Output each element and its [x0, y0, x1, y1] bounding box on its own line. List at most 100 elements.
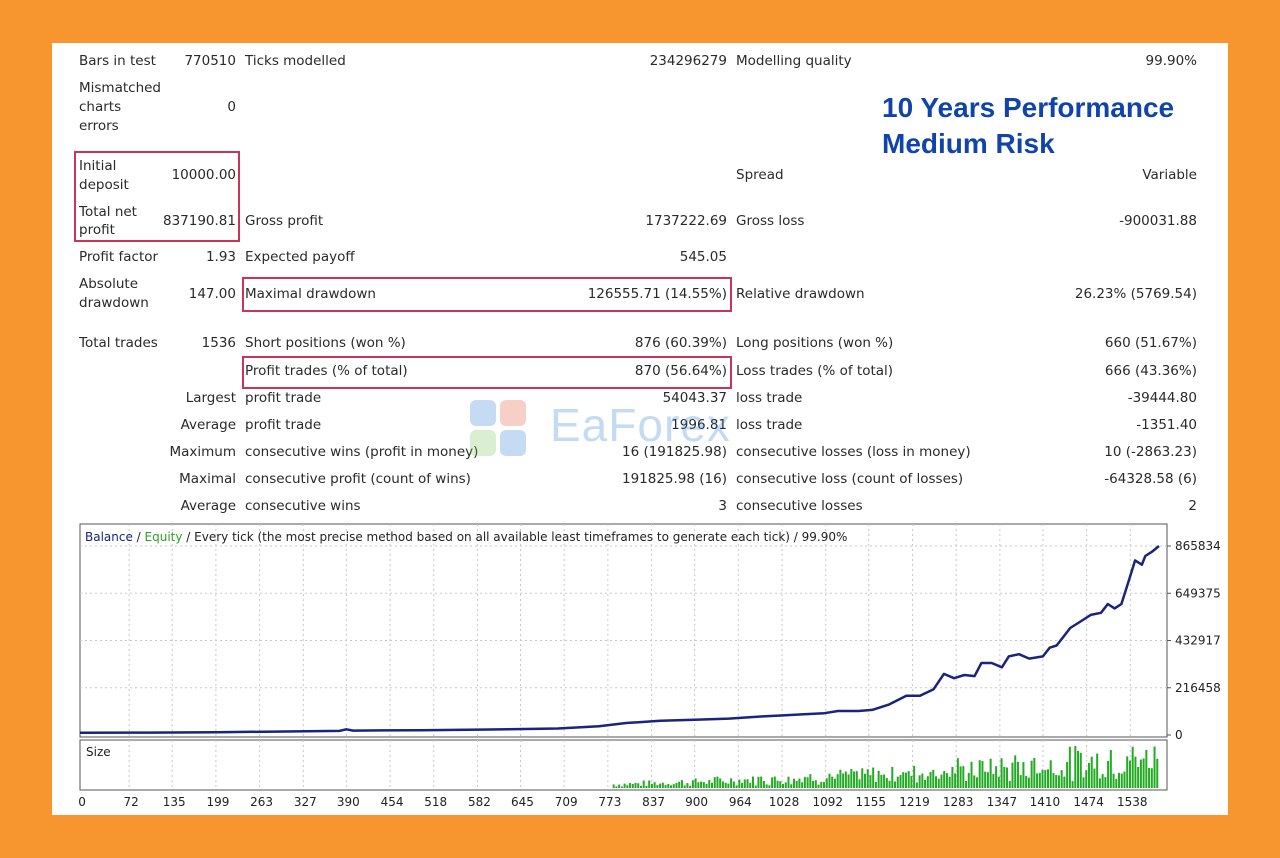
bars-in-test-label: Bars in test	[79, 53, 156, 69]
size-bar	[1049, 760, 1052, 788]
x-tick-label: 1155	[855, 795, 886, 809]
headline-line-2: Medium Risk	[882, 128, 1055, 159]
size-bar	[762, 781, 765, 788]
mismatched-label-2: charts	[79, 99, 122, 115]
size-bar	[1052, 773, 1055, 788]
performance-headline: 10 Years Performance Medium Risk	[882, 90, 1174, 162]
avg-consec-losses-value: 2	[1188, 498, 1197, 514]
short-positions-value: 876 (60.39%)	[634, 335, 727, 351]
x-tick-label: 645	[511, 795, 534, 809]
x-tick-label: 837	[642, 795, 665, 809]
size-bar	[1044, 770, 1047, 788]
size-bar	[861, 768, 864, 788]
balance-chart-svg: 0 72 135 199 263 327 390 454 518 582 645 709 773 837 9…	[78, 523, 1221, 809]
initial-deposit-label-1: Initial	[79, 158, 117, 174]
size-bar	[1093, 768, 1096, 788]
size-bar	[880, 774, 883, 788]
size-bar	[855, 771, 858, 788]
avg-consec-wins-label: consecutive wins	[245, 498, 361, 514]
size-bar	[700, 781, 703, 788]
size-bar	[779, 781, 782, 788]
size-bar	[888, 780, 891, 788]
max-drawdown-highlight-box	[242, 277, 732, 312]
average-loss-label: loss trade	[736, 417, 803, 433]
size-bar	[1071, 781, 1074, 788]
avg-consec-losses-label: consecutive losses	[736, 498, 863, 514]
size-bar	[790, 784, 793, 788]
size-bar	[678, 781, 681, 788]
headline-line-1: 10 Years Performance	[882, 92, 1175, 123]
maximal-drawdown-value: 126555.71 (14.55%)	[587, 286, 727, 302]
size-bar	[918, 775, 921, 788]
y-tick-label: 216458	[1175, 681, 1221, 695]
size-bar	[705, 783, 708, 788]
size-bar	[809, 774, 812, 788]
x-tick-label: 263	[250, 795, 273, 809]
average-label: Average	[180, 417, 236, 433]
size-bar	[869, 775, 872, 788]
maximum-label: Maximum	[169, 444, 236, 460]
x-tick-label: 1028	[769, 795, 800, 809]
size-bar	[924, 779, 927, 788]
size-bar	[1057, 775, 1060, 788]
balance-line	[79, 545, 1160, 735]
x-tick-label: 900	[685, 795, 708, 809]
legend-balance: Balance	[85, 530, 133, 544]
size-bar	[992, 773, 995, 788]
size-bar	[1134, 756, 1137, 788]
x-tick-label: 582	[468, 795, 491, 809]
size-bar	[814, 780, 817, 788]
x-tick-label: 327	[294, 795, 317, 809]
size-bar	[765, 784, 768, 788]
x-tick-label: 1092	[812, 795, 843, 809]
max-consec-losses-label: consecutive losses (loss in money)	[736, 444, 971, 460]
expected-payoff-value: 545.05	[679, 249, 727, 265]
size-bar	[932, 769, 935, 788]
size-bar	[907, 771, 910, 788]
size-bar	[645, 785, 648, 788]
size-bar	[751, 776, 754, 788]
size-bar	[986, 772, 989, 788]
deposit-profit-highlight-box	[74, 151, 240, 242]
size-bar	[997, 776, 1000, 788]
size-bar	[975, 777, 978, 788]
size-bar	[1101, 774, 1104, 788]
size-bar	[634, 782, 637, 788]
size-bar	[623, 783, 626, 788]
legend-equity: Equity	[144, 530, 183, 544]
size-bar	[749, 782, 752, 788]
absolute-drawdown-label-1: Absolute	[79, 276, 139, 292]
size-bar	[913, 765, 916, 788]
legend-slash: /	[132, 530, 145, 544]
size-bar	[680, 780, 683, 788]
size-bar	[940, 774, 943, 788]
size-bar	[782, 783, 785, 788]
x-tick-label: 1410	[1030, 795, 1061, 809]
size-bar	[970, 761, 973, 788]
size-bar	[1077, 750, 1080, 788]
size-bar	[1153, 746, 1156, 788]
size-bar	[757, 776, 760, 788]
eaforex-logo-icon	[470, 400, 526, 456]
chart-legend: Balance / Equity / Every tick (the most …	[85, 530, 847, 544]
size-bar	[1112, 773, 1115, 788]
size-bar	[1068, 746, 1071, 788]
size-bar	[825, 778, 828, 788]
size-bar	[713, 777, 716, 788]
size-bar	[724, 782, 727, 788]
size-bar	[1000, 758, 1003, 788]
size-bar	[948, 776, 951, 788]
size-bar	[683, 785, 686, 788]
expected-payoff-label: Expected payoff	[245, 249, 355, 265]
balance-chart: 0 72 135 199 263 327 390 454 518 582 645 709 773 837 9…	[78, 523, 1229, 815]
size-bar	[787, 776, 790, 788]
size-bar	[672, 784, 675, 788]
size-bar	[885, 778, 888, 788]
size-bar	[615, 786, 618, 788]
size-bar	[732, 781, 735, 788]
size-bar	[874, 781, 877, 788]
size-bar	[716, 776, 719, 788]
size-bar	[719, 778, 722, 788]
size-bar	[661, 782, 664, 788]
size-bar	[921, 773, 924, 788]
